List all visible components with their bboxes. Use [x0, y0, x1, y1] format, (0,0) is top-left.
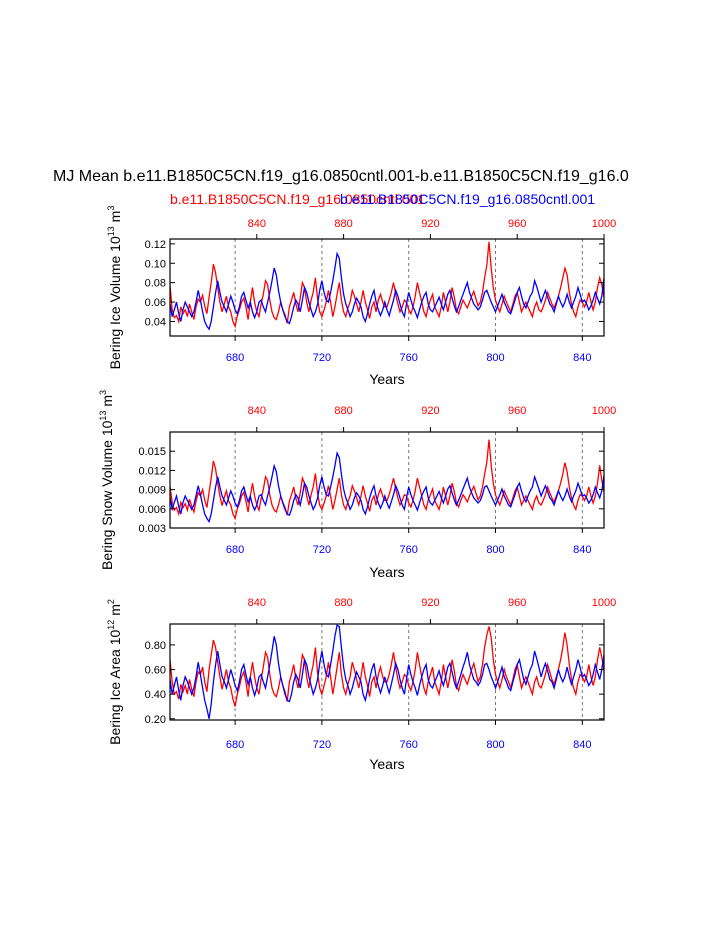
series-line-blue [170, 451, 604, 524]
x-tick-label-top: 960 [508, 405, 526, 417]
y-axis-label-unit-exponent: 2 [106, 599, 116, 604]
y-tick-label: 0.06 [145, 297, 166, 309]
x-tick-label-bottom: 800 [486, 739, 504, 751]
x-tick-label-bottom: 720 [313, 739, 331, 751]
y-tick-label: 0.12 [145, 239, 166, 251]
y-tick-label: 0.80 [145, 640, 166, 652]
x-tick-label-top: 960 [508, 218, 526, 230]
x-tick-label-top: 920 [421, 597, 439, 609]
y-tick-label: 0.60 [145, 665, 166, 677]
y-tick-label: 0.40 [145, 689, 166, 701]
y-tick-label: 0.009 [138, 485, 166, 497]
x-axis-label: Years [369, 564, 404, 580]
x-axis-label: Years [369, 756, 404, 772]
panel-snow-volume: 0.003 0.006 0.009 0.012 0.015 680 720 760 800 840… [98, 390, 616, 580]
series-line-red [170, 626, 604, 707]
legend-blue-label: b.e11.B1850C5CN.f19_g16.0850cntl.001 [340, 191, 595, 207]
panel-ice-area: 0.20 0.40 0.60 0.80 680 720 760 800 840 840 880 920… [106, 597, 616, 772]
x-tick-label-top: 840 [248, 597, 266, 609]
y-axis-label-base: Bering Snow Volume 10 [99, 420, 115, 570]
y-tick-label: 0.003 [138, 523, 166, 535]
y-axis-label-unit: m [107, 211, 123, 227]
y-tick-label: 0.012 [138, 465, 166, 477]
y-axis-label-unit-exponent: 3 [106, 206, 116, 211]
x-tick-label-bottom: 680 [226, 739, 244, 751]
x-tick-label-bottom: 760 [400, 739, 418, 751]
y-axis-label-exponent: 13 [106, 226, 116, 236]
y-axis-label-exponent: 13 [98, 411, 108, 421]
series-line-red [170, 241, 604, 329]
plot-frame [169, 623, 605, 721]
x-tick-label-top: 880 [334, 218, 352, 230]
chart-panels: 0.04 0.06 0.08 0.10 0.12 680 720 760 800 840 840 88… [98, 206, 616, 772]
x-tick-label-bottom: 680 [226, 352, 244, 364]
x-tick-label-bottom: 840 [573, 544, 591, 556]
y-axis-label: Bering Ice Volume 1013 m3 [106, 206, 123, 370]
x-tick-label-top: 1000 [592, 597, 616, 609]
x-tick-label-top: 960 [508, 597, 526, 609]
x-tick-label-bottom: 720 [313, 544, 331, 556]
x-tick-label-top: 840 [248, 405, 266, 417]
y-axis-label-exponent: 12 [106, 620, 116, 630]
y-axis-label-base: Bering Ice Area 10 [107, 629, 123, 744]
x-tick-label-bottom: 840 [573, 352, 591, 364]
y-tick-label: 0.006 [138, 504, 166, 516]
x-tick-label-bottom: 720 [313, 352, 331, 364]
y-axis-label: Bering Snow Volume 1013 m3 [98, 390, 115, 570]
y-tick-label: 0.08 [145, 278, 166, 290]
x-tick-label-bottom: 680 [226, 544, 244, 556]
x-tick-label-top: 920 [421, 405, 439, 417]
figure-title: MJ Mean b.e11.B1850C5CN.f19_g16.0850cntl… [53, 168, 629, 185]
series-line-blue [170, 251, 604, 331]
x-tick-label-top: 880 [334, 405, 352, 417]
plot-frame [169, 431, 605, 529]
x-tick-label-top: 1000 [592, 218, 616, 230]
plot-frame [169, 238, 605, 337]
y-tick-label: 0.10 [145, 258, 166, 270]
y-axis-label: Bering Ice Area 1012 m2 [106, 599, 123, 745]
y-axis-label-unit-exponent: 3 [98, 390, 108, 395]
y-tick-label: 0.20 [145, 714, 166, 726]
y-axis-label-unit: m [99, 395, 115, 411]
x-tick-label-bottom: 800 [486, 352, 504, 364]
y-tick-label: 0.04 [145, 316, 166, 328]
x-tick-label-bottom: 760 [400, 544, 418, 556]
x-tick-label-bottom: 760 [400, 352, 418, 364]
series-line-red [170, 439, 604, 521]
y-axis-label-base: Bering Ice Volume 10 [107, 236, 123, 369]
x-tick-label-top: 840 [248, 218, 266, 230]
y-axis-label-unit: m [107, 604, 123, 620]
x-tick-label-top: 880 [334, 597, 352, 609]
y-tick-label: 0.015 [138, 446, 166, 458]
x-tick-label-bottom: 800 [486, 544, 504, 556]
x-tick-label-top: 920 [421, 218, 439, 230]
series-line-blue [170, 624, 604, 719]
x-tick-label-bottom: 840 [573, 739, 591, 751]
x-tick-label-top: 1000 [592, 405, 616, 417]
legend-red-label: b.e11.B1850C5CN.f19_g16.0850cntl.001 [170, 191, 425, 207]
panel-ice-volume: 0.04 0.06 0.08 0.10 0.12 680 720 760 800 840 840 88… [106, 206, 616, 387]
x-axis-label: Years [369, 371, 404, 387]
